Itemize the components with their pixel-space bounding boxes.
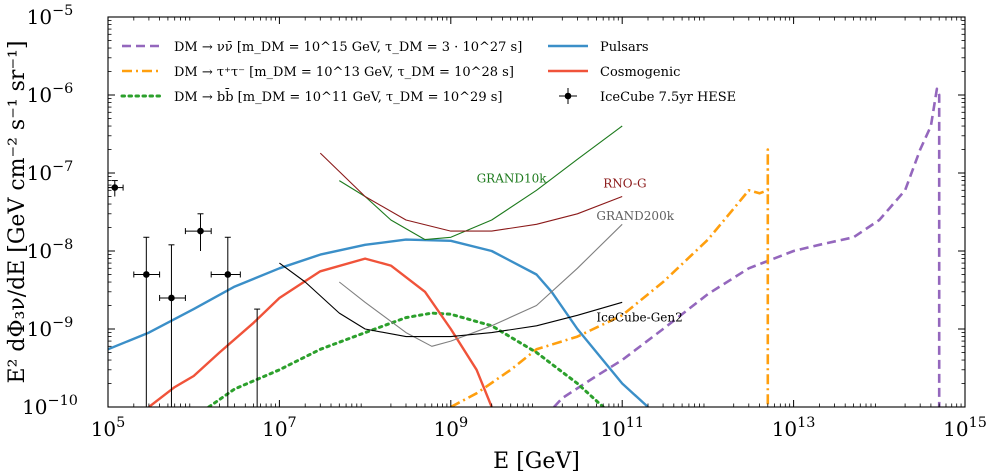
annotations-layer: GRAND10k RNO-G GRAND200k IceCube-Gen2	[477, 172, 683, 325]
legend: DM → νν̄ [m_DM = 10^15 GeV, τ_DM = 3 · 1…	[120, 40, 736, 105]
series-dm_bb	[207, 311, 605, 407]
legend-label-dm_tautau: DM → τ⁺τ⁻ [m_DM = 10^13 GeV, τ_DM = 10^2…	[174, 65, 514, 80]
icecube-point-3	[159, 244, 186, 407]
y-tick-label: 10−7	[27, 159, 74, 185]
x-tick-label: 107	[262, 415, 297, 441]
y-tick-label: 10−6	[27, 81, 74, 107]
x-tick-label: 1015	[943, 415, 987, 441]
legend-label-pulsars: Pulsars	[600, 40, 649, 55]
plot-frame	[107, 16, 966, 408]
icecube-marker-3	[168, 294, 175, 302]
icecube-point-1	[108, 180, 124, 197]
legend-label-cosmogenic: Cosmogenic	[600, 65, 680, 80]
icecube-point-2	[133, 236, 161, 407]
annotation-grand10k: GRAND10k	[477, 172, 548, 186]
legend-item-pulsars: Pulsars	[548, 40, 649, 55]
icecube-marker-4	[197, 227, 204, 235]
legend-item-dm_bb: DM → bb̄ [m_DM = 10^11 GeV, τ_DM = 10^29…	[120, 88, 502, 105]
legend-label-dm_nunu: DM → νν̄ [m_DM = 10^15 GeV, τ_DM = 3 · 1…	[174, 40, 522, 55]
icecube-marker-1	[111, 184, 119, 191]
x-tick-label: 1011	[600, 415, 644, 441]
legend-item-icecube: IceCube 7.5yr HESE	[559, 88, 736, 105]
y-tick-label: 10−8	[27, 237, 74, 263]
x-axis-label: E [GeV]	[493, 449, 580, 474]
annotation-grand200k: GRAND200k	[596, 209, 674, 223]
y-tick-label: 10−9	[27, 315, 74, 341]
series-gen2	[279, 262, 623, 338]
curves-layer	[108, 87, 941, 407]
y-axis-label: E² dΦ₃ν/dE [GeV cm⁻² s⁻¹ sr⁻¹]	[5, 41, 30, 384]
annotation-rno-g: RNO-G	[603, 177, 646, 191]
series-rnog	[319, 152, 623, 232]
y-tick-label: 10−5	[27, 3, 74, 29]
legend-label-dm_bb: DM → bb̄ [m_DM = 10^11 GeV, τ_DM = 10^29…	[174, 88, 502, 105]
legend-item-dm_nunu: DM → νν̄ [m_DM = 10^15 GeV, τ_DM = 3 · 1…	[122, 40, 522, 55]
series-dm_nunu	[553, 87, 941, 407]
x-tick-label: 105	[91, 415, 126, 441]
icecube-point-4	[184, 213, 212, 251]
x-tick-label: 1013	[772, 415, 816, 441]
series-grand200k	[338, 223, 623, 347]
legend-swatch-marker	[564, 92, 572, 100]
icecube-marker-5	[224, 271, 232, 278]
icecube-marker-2	[143, 271, 150, 278]
legend-item-cosmogenic: Cosmogenic	[548, 65, 680, 80]
icecube-points-layer	[108, 180, 261, 407]
legend-item-dm_tautau: DM → τ⁺τ⁻ [m_DM = 10^13 GeV, τ_DM = 10^2…	[122, 65, 514, 80]
annotation-icecube-gen2: IceCube-Gen2	[596, 310, 682, 324]
legend-label-icecube: IceCube 7.5yr HESE	[600, 90, 736, 105]
x-tick-label: 109	[433, 415, 468, 441]
icecube-point-5	[210, 236, 241, 407]
axes-layer: 105 107 109 1011 1013 1015 10−10 10−9 10−8 10−7 10…	[5, 3, 987, 474]
y-tick-label: 10−10	[22, 393, 78, 419]
icecube-point-6	[254, 308, 261, 407]
series-cosmogenic	[148, 257, 493, 407]
series-grand10k	[339, 125, 623, 241]
series-pulsars	[108, 238, 649, 407]
